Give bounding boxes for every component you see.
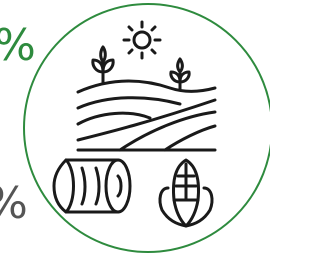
top-symbol: % xyxy=(0,20,36,71)
hay-bale-icon xyxy=(54,160,130,212)
bottom-symbol: % xyxy=(0,178,28,229)
page: % % xyxy=(0,0,270,255)
sun-icon xyxy=(124,22,160,58)
field-icon xyxy=(78,81,215,150)
graphic: % % xyxy=(0,0,270,255)
corn-icon xyxy=(160,160,212,226)
circle-frame xyxy=(24,4,270,252)
